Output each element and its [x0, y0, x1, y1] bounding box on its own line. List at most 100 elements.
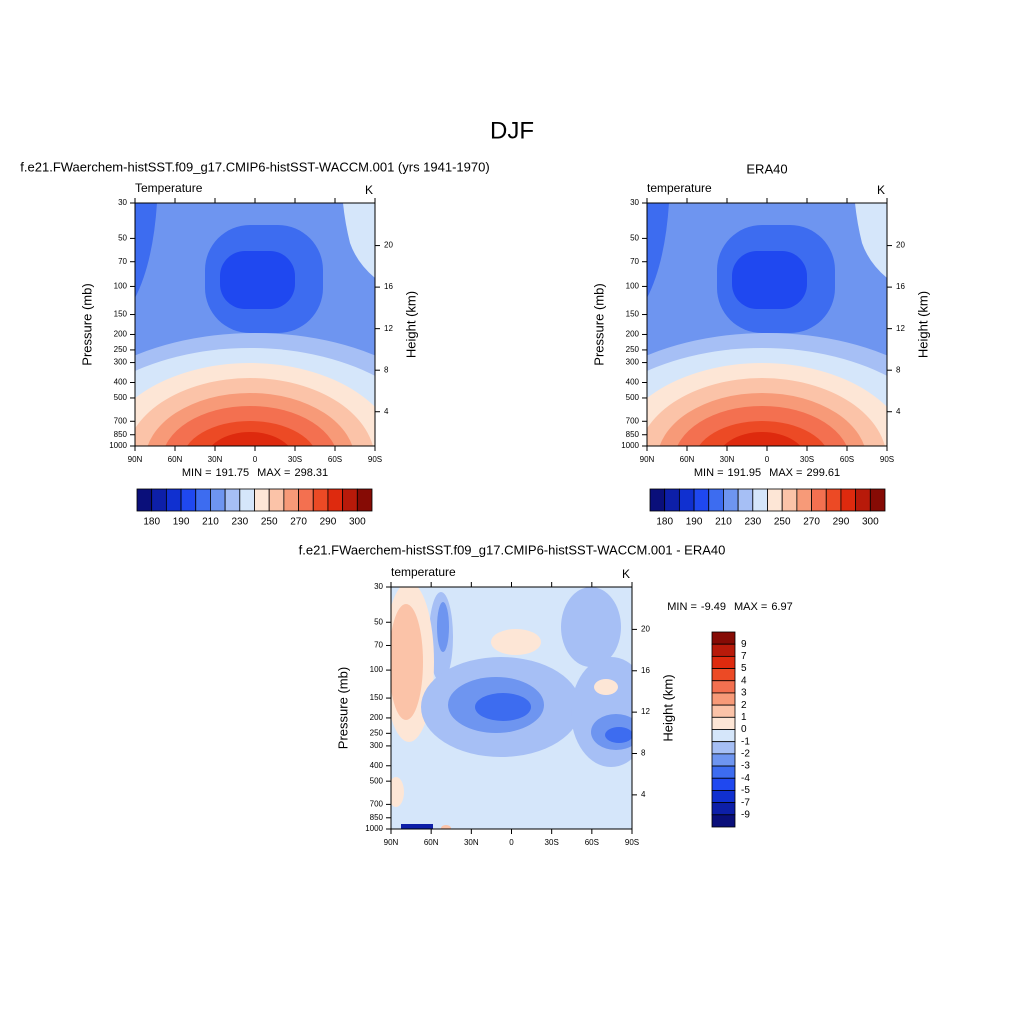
stat-min: 191.75	[216, 467, 250, 479]
colorbar-box	[327, 488, 344, 512]
colorbar-label: 1	[741, 712, 747, 723]
colorbar-box	[664, 488, 680, 512]
x-tick-label: 90S	[625, 838, 639, 847]
colorbar-box	[840, 488, 857, 512]
colorbar-box	[711, 765, 736, 779]
x-tick-label: 60N	[424, 838, 439, 847]
y2-tick-label: 8	[896, 365, 901, 374]
colorbar-label: 300	[862, 517, 879, 528]
y-tick-label: 300	[626, 358, 640, 367]
colorbar-label: 210	[715, 517, 732, 528]
y2-tick-label: 16	[896, 282, 905, 291]
colorbar-label: 210	[202, 517, 219, 528]
y-tick-label: 1000	[621, 441, 639, 450]
y-tick-label: 700	[114, 416, 128, 425]
y-tick-label: 1000	[109, 441, 127, 450]
stat-max: 298.31	[294, 467, 328, 479]
colorbar-box	[254, 488, 270, 512]
colorbar-label: -1	[741, 736, 750, 747]
x-tick-label: 90N	[384, 838, 399, 847]
colorbar-label: 2	[741, 700, 747, 711]
y-tick-label: 1000	[365, 824, 383, 833]
colorbar-label: -5	[741, 785, 750, 796]
x-tick-label: 60S	[585, 838, 599, 847]
subtitle-right: K	[365, 183, 373, 197]
y-tick-label: 100	[114, 282, 128, 291]
y-tick-label: 250	[626, 345, 640, 354]
colorbar-label: 270	[803, 517, 820, 528]
y-axis-label: Pressure (mb)	[335, 667, 350, 749]
y-tick-label: 300	[370, 741, 384, 750]
colorbar-box	[711, 741, 736, 755]
y-tick-label: 70	[630, 257, 639, 266]
colorbar-label: 7	[741, 651, 747, 662]
colorbar-label: 190	[686, 517, 703, 528]
x-tick-label: 90S	[880, 455, 894, 464]
contour-field	[135, 203, 375, 446]
colorbar-box	[678, 488, 695, 512]
x-tick-label: 60S	[840, 455, 854, 464]
y2-tick-label: 12	[641, 707, 650, 716]
colorbar-label: 0	[741, 724, 747, 735]
y-axis-label: Pressure (mb)	[79, 283, 94, 365]
y-tick-label: 250	[114, 345, 128, 354]
figure-title: DJF	[490, 117, 534, 144]
colorbar-box	[268, 488, 285, 512]
stats: MIN = 191.75 MAX = 298.31	[182, 467, 328, 479]
colorbar-box	[180, 488, 197, 512]
colorbar-box	[855, 488, 871, 512]
stats: MIN = 191.95 MAX = 299.61	[694, 467, 840, 479]
colorbar-box	[693, 488, 710, 512]
stat-min: 191.95	[728, 467, 762, 479]
y-tick-label: 50	[118, 234, 127, 243]
x-tick-label: 60S	[328, 455, 342, 464]
stat-max: 6.97	[771, 601, 792, 613]
y-tick-label: 250	[370, 728, 384, 737]
y-tick-label: 100	[626, 282, 640, 291]
y-tick-label: 30	[118, 198, 127, 207]
y-axis-label: Pressure (mb)	[591, 283, 606, 365]
y-tick-label: 400	[626, 378, 640, 387]
chart-title: f.e21.FWaerchem-histSST.f09_g17.CMIP6-hi…	[299, 542, 726, 557]
stat-min-label: MIN =	[694, 467, 724, 479]
colorbar-box	[239, 488, 255, 512]
colorbar-box	[312, 488, 329, 512]
stat-max-label: MAX =	[769, 467, 802, 479]
stat-max-label: MAX =	[734, 601, 767, 613]
y-tick-label: 150	[114, 310, 128, 319]
contour-field	[647, 203, 887, 446]
colorbar-label: -3	[741, 761, 750, 772]
colorbar-label: -7	[741, 797, 750, 808]
colorbar-box	[136, 488, 153, 512]
x-tick-label: 90S	[368, 455, 382, 464]
y-tick-label: 50	[374, 617, 383, 626]
stat-min-label: MIN =	[182, 467, 212, 479]
colorbar-box	[298, 488, 314, 512]
y-tick-label: 850	[626, 430, 640, 439]
colorbar-box	[737, 488, 754, 512]
colorbar-box	[752, 488, 768, 512]
x-tick-label: 30S	[288, 455, 302, 464]
colorbar-box	[224, 488, 241, 512]
stat-min-label: MIN =	[667, 601, 697, 613]
colorbar-box	[711, 692, 736, 706]
colorbar-box	[342, 488, 358, 512]
colorbar-box	[781, 488, 798, 512]
stat-max-label: MAX =	[257, 467, 290, 479]
y2-tick-label: 16	[641, 666, 650, 675]
colorbar-box	[711, 777, 736, 791]
colorbar-label: -9	[741, 809, 750, 820]
y-tick-label: 850	[114, 430, 128, 439]
y2-tick-label: 8	[384, 365, 389, 374]
x-tick-label: 30S	[545, 838, 559, 847]
y-tick-label: 400	[370, 761, 384, 770]
x-tick-label: 0	[765, 455, 770, 464]
colorbar-box	[825, 488, 842, 512]
stats: MIN = -9.49 MAX = 6.97	[667, 601, 792, 613]
y2-tick-label: 20	[641, 625, 650, 634]
colorbar-box	[711, 729, 736, 743]
y-tick-label: 200	[370, 713, 384, 722]
x-tick-label: 0	[253, 455, 258, 464]
colorbar-label: 9	[741, 639, 747, 650]
